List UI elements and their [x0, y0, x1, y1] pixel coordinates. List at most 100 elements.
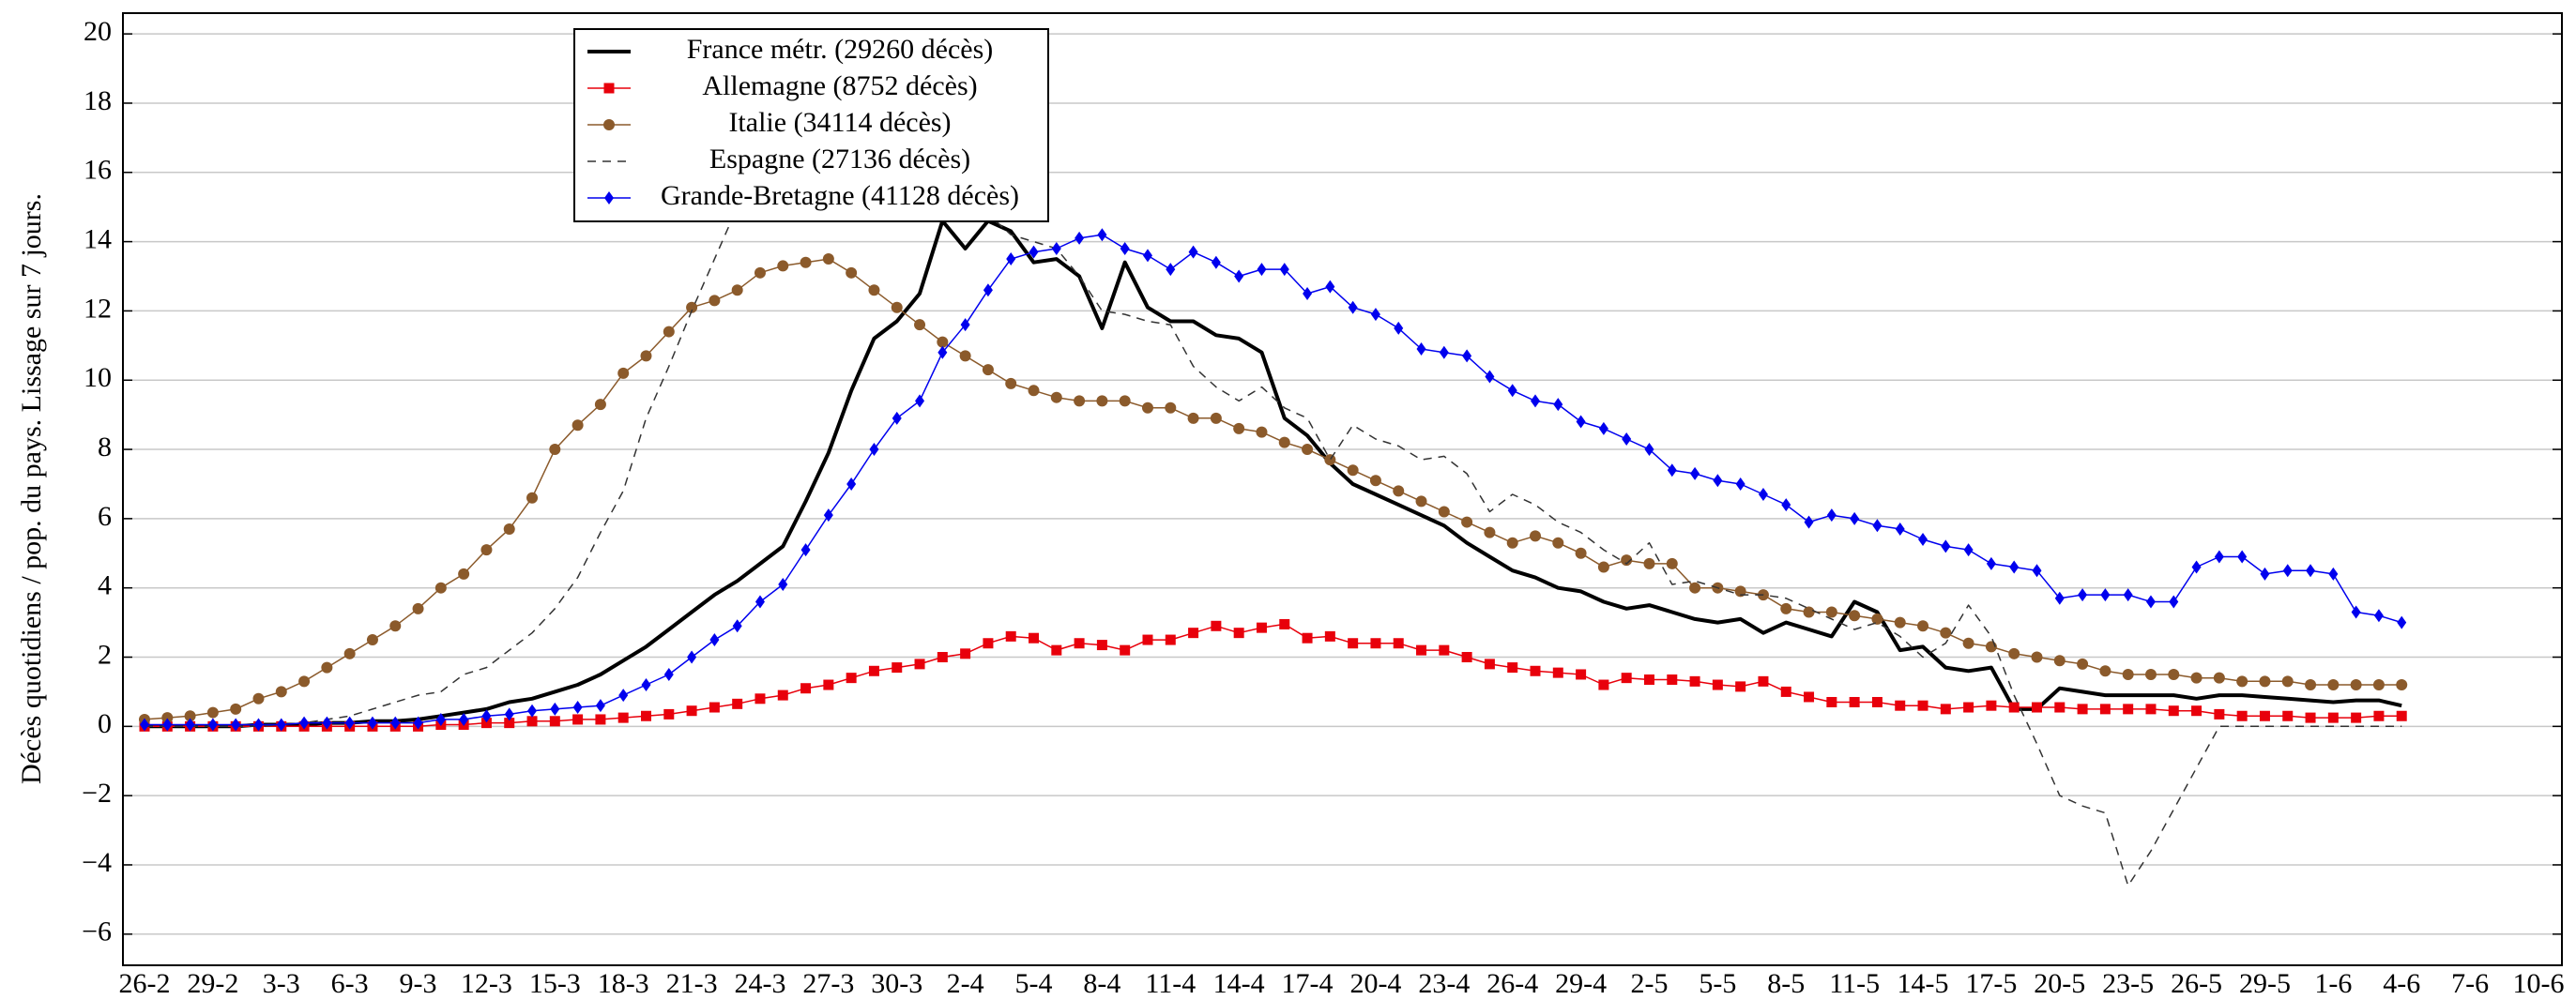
marker [1940, 704, 1951, 715]
marker [641, 678, 651, 692]
marker [2351, 605, 2361, 619]
marker [1804, 691, 1815, 703]
marker [1347, 464, 1359, 477]
marker [1849, 610, 1861, 622]
marker [709, 702, 720, 713]
marker [275, 686, 287, 698]
marker [2053, 655, 2065, 667]
marker [1370, 638, 1381, 649]
marker [2168, 668, 2180, 680]
marker [2054, 702, 2065, 713]
legend-marker [603, 83, 615, 94]
series-line [145, 219, 2402, 729]
y-tick-label: 12 [84, 293, 112, 324]
marker [1394, 321, 1404, 335]
marker [1165, 634, 1176, 645]
marker [2350, 679, 2362, 691]
marker [572, 419, 584, 432]
marker [800, 683, 812, 694]
marker [595, 699, 605, 713]
marker [868, 665, 879, 676]
marker [572, 714, 584, 725]
marker [1803, 606, 1815, 618]
marker [321, 661, 333, 674]
marker [503, 523, 515, 535]
marker [2259, 675, 2271, 688]
marker [777, 260, 789, 272]
marker [1165, 402, 1177, 414]
marker [1597, 561, 1609, 573]
y-tick-label: 20 [84, 16, 112, 47]
legend-marker [604, 191, 614, 205]
marker [389, 620, 402, 632]
marker [2031, 651, 2043, 663]
marker [868, 284, 880, 296]
marker [1369, 475, 1381, 487]
x-tick-label: 29-2 [187, 968, 238, 999]
marker [1416, 644, 1427, 656]
marker [1894, 616, 1906, 629]
marker [481, 709, 492, 723]
marker [937, 652, 948, 663]
x-tick-label: 2-5 [1630, 968, 1668, 999]
marker [1142, 249, 1152, 263]
marker [390, 716, 401, 730]
x-tick-label: 9-3 [400, 968, 437, 999]
marker [1028, 385, 1040, 397]
marker [2259, 710, 2270, 721]
marker [184, 710, 196, 722]
marker [1918, 533, 1928, 547]
marker [1075, 231, 1085, 245]
marker [1849, 696, 1860, 707]
marker [1005, 377, 1017, 389]
marker [800, 543, 811, 557]
marker [2032, 564, 2042, 578]
marker [1667, 674, 1678, 685]
marker [367, 716, 377, 730]
marker [2213, 672, 2225, 684]
marker [2373, 609, 2384, 623]
marker [595, 714, 606, 725]
marker [1871, 613, 1883, 625]
x-tick-label: 26-4 [1486, 968, 1538, 999]
marker [2305, 679, 2317, 691]
marker [1187, 412, 1199, 424]
marker [2396, 710, 2407, 721]
x-tick-label: 12-3 [461, 968, 512, 999]
y-tick-label: −2 [82, 778, 112, 809]
marker [1735, 477, 1745, 491]
y-tick-label: 2 [98, 639, 112, 670]
marker [1302, 632, 1313, 644]
marker [617, 712, 629, 723]
marker [2077, 658, 2089, 670]
marker [343, 647, 356, 659]
marker [1416, 342, 1426, 356]
marker [1484, 659, 1495, 670]
marker [983, 638, 994, 649]
series-line [145, 234, 2402, 726]
x-tick-label: 27-3 [802, 968, 854, 999]
series-line [145, 623, 2402, 728]
marker [2145, 595, 2156, 609]
marker [2191, 705, 2203, 717]
marker [594, 399, 606, 411]
marker [2236, 710, 2248, 721]
marker [2077, 704, 2088, 715]
marker [937, 345, 948, 359]
marker [2351, 712, 2362, 723]
marker [663, 708, 675, 720]
marker [2009, 560, 2020, 574]
marker [1029, 632, 1040, 644]
marker [1278, 436, 1290, 448]
marker [1825, 606, 1837, 618]
marker [1850, 511, 1860, 525]
legend-marker [603, 119, 615, 130]
marker [2168, 705, 2179, 717]
marker [504, 718, 515, 729]
marker [161, 712, 174, 724]
marker [1370, 308, 1380, 322]
marker [2191, 560, 2202, 574]
marker [526, 716, 538, 727]
marker [1074, 395, 1086, 407]
